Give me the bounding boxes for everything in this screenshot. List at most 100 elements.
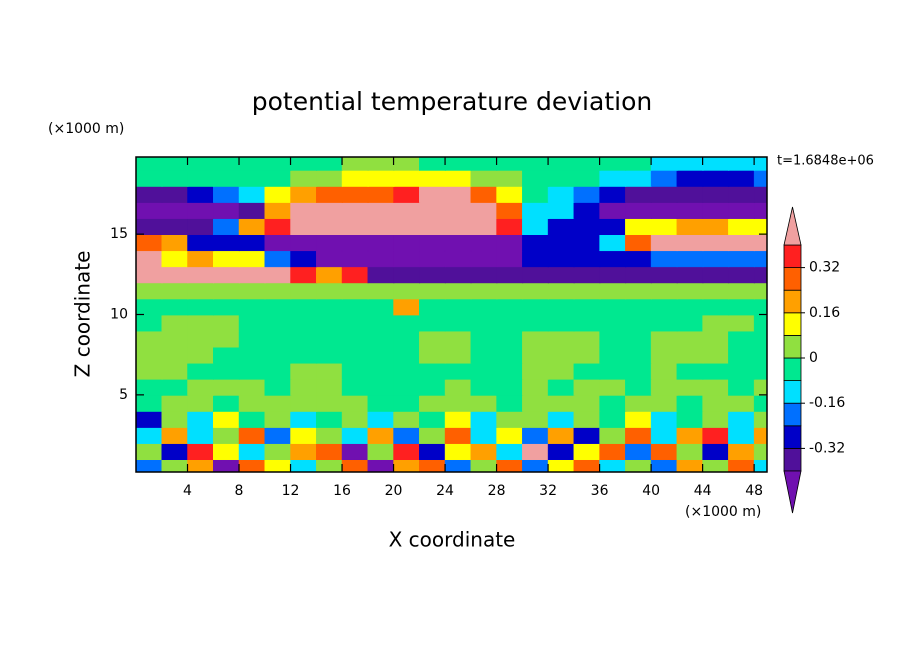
field-cell <box>573 217 601 235</box>
field-cell <box>264 410 292 428</box>
field-cell <box>573 378 601 396</box>
colorbar-tick-label: 0 <box>809 350 818 366</box>
field-cell <box>753 426 767 444</box>
field-cell <box>470 426 498 444</box>
field-cell <box>702 442 730 460</box>
field-cell <box>547 394 575 412</box>
field-cell <box>522 217 549 235</box>
field-cell <box>213 458 240 472</box>
field-cell <box>393 249 421 268</box>
field-cell <box>573 458 601 472</box>
field-cell <box>316 185 343 203</box>
field-cell <box>264 346 292 364</box>
field-cell <box>238 201 266 219</box>
field-cell <box>599 185 627 203</box>
field-cell <box>419 298 446 316</box>
field-cell <box>599 458 627 472</box>
field-cell <box>213 266 240 284</box>
field-cell <box>522 314 549 332</box>
field-cell <box>419 394 446 412</box>
field-cell <box>316 266 343 284</box>
x-tick-label: 4 <box>183 483 192 499</box>
field-cell <box>213 362 240 380</box>
field-cell <box>470 330 498 348</box>
field-cell <box>444 298 472 316</box>
field-cell <box>161 298 189 316</box>
field-cell <box>650 185 678 203</box>
field-cell <box>264 201 292 219</box>
field-cell <box>367 410 395 428</box>
field-cell <box>187 410 215 428</box>
x-tick-label: 24 <box>436 483 454 499</box>
x-tick-label: 16 <box>333 483 351 499</box>
x-tick-label: 40 <box>642 483 660 499</box>
field-cell <box>419 314 446 332</box>
field-cell <box>753 266 767 284</box>
field-cell <box>264 233 292 252</box>
field-cell <box>341 266 369 284</box>
field-cell <box>393 169 421 187</box>
colorbar-band <box>783 289 802 314</box>
field-cell <box>728 298 755 316</box>
field-cell <box>470 201 498 219</box>
field-cell <box>187 282 215 300</box>
field-cell <box>573 185 601 203</box>
field-cell <box>238 330 266 348</box>
field-cell <box>136 362 163 380</box>
field-cell <box>187 185 215 203</box>
field-cell <box>341 378 369 396</box>
field-cell <box>676 314 704 332</box>
field-cell <box>676 201 704 219</box>
field-cell <box>573 282 601 300</box>
field-cell <box>136 330 163 348</box>
field-cell <box>341 426 369 444</box>
field-cell <box>238 362 266 380</box>
field-cell <box>187 314 215 332</box>
field-cell <box>161 169 189 187</box>
field-cell <box>625 266 652 284</box>
field-cell <box>316 169 343 187</box>
field-cell <box>625 233 652 252</box>
field-cell <box>599 201 627 219</box>
field-cell <box>367 346 395 364</box>
field-cell <box>264 394 292 412</box>
field-cell <box>702 314 730 332</box>
field-cell <box>393 314 421 332</box>
field-cell <box>136 185 163 203</box>
field-cell <box>367 217 395 235</box>
field-cell <box>650 217 678 235</box>
x-unit-label: (×1000 m) <box>685 504 761 520</box>
field-cell <box>650 169 678 187</box>
field-cell <box>161 282 189 300</box>
field-cell <box>753 217 767 235</box>
field-cell <box>444 346 472 364</box>
field-cell <box>753 330 767 348</box>
field-cell <box>290 314 318 332</box>
field-cell <box>419 201 446 219</box>
field-cell <box>522 266 549 284</box>
field-cell <box>316 314 343 332</box>
field-cell <box>367 298 395 316</box>
colorbar-tick-label: 0.16 <box>809 305 840 321</box>
field-cell <box>444 233 472 252</box>
colorbar-band <box>783 402 802 427</box>
field-cell <box>136 314 163 332</box>
field-cell <box>136 249 163 268</box>
field-cell <box>496 233 524 252</box>
field-cell <box>444 314 472 332</box>
field-cell <box>470 298 498 316</box>
field-cell <box>341 314 369 332</box>
field-cell <box>728 217 755 235</box>
field-cell <box>650 410 678 428</box>
colorbar-tick-label: -0.16 <box>809 395 845 411</box>
field-cell <box>547 282 575 300</box>
field-cell <box>547 410 575 428</box>
y-unit-label: (×1000 m) <box>48 121 124 137</box>
y-axis-label: Z coordinate <box>71 251 95 378</box>
field-cell <box>470 233 498 252</box>
field-cell <box>522 330 549 348</box>
field-cell <box>419 266 446 284</box>
field-cell <box>650 394 678 412</box>
x-tick-label: 32 <box>539 483 557 499</box>
field-cell <box>599 233 627 252</box>
